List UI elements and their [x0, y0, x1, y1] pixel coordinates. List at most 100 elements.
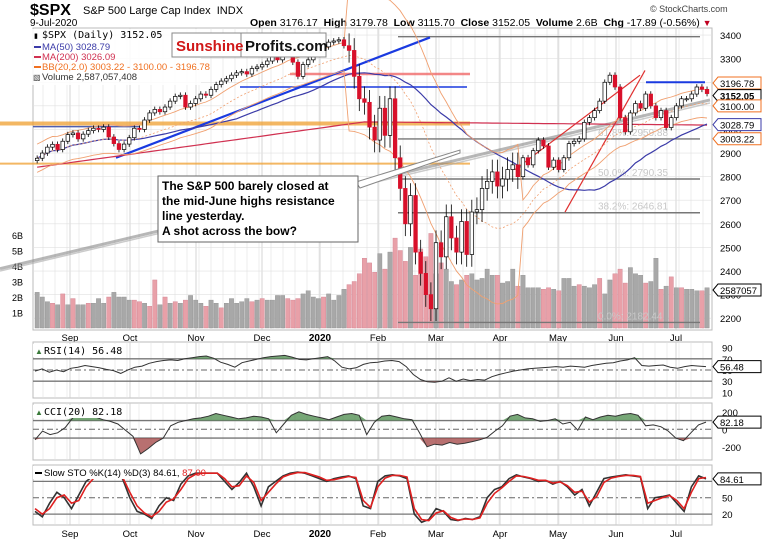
candle-body	[643, 93, 648, 109]
rsi-legend: ▲ RSI(14) 56.48	[33, 344, 122, 357]
volume-bar	[147, 306, 153, 329]
volume-bar	[280, 295, 286, 329]
volume-bar	[321, 296, 326, 329]
candle-body	[157, 109, 163, 113]
volume-y-tick: 1B	[12, 309, 23, 319]
down-arrow-icon: ▼	[702, 18, 712, 28]
volume-bar	[116, 296, 122, 329]
watermark-part1: Sunshine	[176, 38, 244, 55]
sto-x-tick: Dec	[254, 529, 271, 540]
candle-body	[479, 188, 485, 211]
candle-body	[70, 132, 76, 135]
sto-line-d	[34, 471, 707, 522]
volume-bar	[96, 298, 101, 329]
candle-body	[546, 145, 551, 168]
candle-body	[193, 98, 198, 104]
volume-bar	[346, 284, 352, 329]
volume-bar	[408, 247, 413, 329]
candle-body	[433, 242, 439, 310]
volume-bar	[356, 273, 362, 329]
close-value: 3152.05	[492, 17, 531, 29]
candle-body	[566, 143, 572, 159]
volume-bar	[515, 285, 521, 329]
ma200-swatch	[34, 56, 41, 58]
volume-bar	[331, 299, 337, 329]
volume-bar	[218, 307, 224, 329]
sto-title-k: Slow STO %K(14) %D(3) 84.61,	[44, 468, 180, 479]
volume-bar	[464, 275, 470, 329]
cci-tag: 82.18	[720, 418, 744, 429]
candle-body	[127, 137, 132, 145]
cci-overbought-fill	[35, 411, 706, 421]
candle-body	[500, 178, 505, 187]
rsi-y-tick: 10	[722, 388, 733, 399]
candle-body	[65, 134, 70, 142]
volume-bar	[454, 284, 459, 329]
volume-bar	[362, 258, 367, 329]
volume-bar	[627, 267, 633, 329]
volume-bar	[571, 285, 577, 329]
callout-line-4: A shot across the bow?	[162, 224, 297, 238]
volume-bar	[300, 293, 306, 329]
candle-body	[633, 103, 638, 114]
candle-body	[495, 171, 500, 187]
chg-value: -17.89 (-0.56%)	[626, 17, 700, 29]
candle-body	[474, 209, 480, 213]
candle-body	[571, 140, 577, 144]
cci-legend-bg	[33, 405, 118, 418]
callout-line-3: line yesterday.	[162, 209, 245, 223]
sto-tag: 84.61	[720, 475, 744, 486]
candle-body	[536, 139, 541, 152]
candle-body	[147, 112, 152, 121]
volume-value: 2.6B	[576, 17, 598, 29]
tag-volume: 2587057	[720, 286, 757, 297]
volume-bar	[270, 299, 275, 329]
candle-body	[188, 103, 193, 108]
watermark-part2: Profits.com	[245, 38, 328, 55]
volume-bar	[310, 296, 316, 329]
sto-title-d: 87.00	[182, 468, 206, 479]
candle-body	[203, 93, 209, 96]
main-x-tick: Oct	[123, 333, 138, 344]
rsi-legend-bg	[33, 344, 118, 357]
candle-body	[459, 221, 464, 253]
candle-body	[607, 74, 613, 83]
candle-body	[612, 74, 618, 88]
volume-y-tick: 5B	[12, 247, 23, 257]
volume-bar	[510, 268, 516, 329]
candle-body	[531, 150, 536, 166]
cci-y-tick: -200	[722, 443, 741, 454]
volume-y-tick: 2B	[12, 293, 23, 303]
callout-pointer	[355, 149, 461, 189]
candle-body	[162, 106, 168, 113]
candle-body	[663, 110, 669, 128]
tag-bb-mid: 3100.00	[720, 102, 754, 113]
candle-body	[137, 127, 142, 130]
candle-body	[648, 93, 653, 107]
candle-body	[50, 143, 55, 148]
volume-bar	[587, 287, 592, 329]
sto-k-swatch	[35, 472, 42, 474]
volume-bar	[239, 301, 245, 329]
high-label: High	[323, 17, 347, 29]
volume-bar	[449, 281, 454, 329]
volume-bar	[106, 296, 112, 329]
volume-bar	[443, 268, 449, 329]
legend-price: $SPX (Daily) 3152.05	[42, 30, 162, 41]
volume-bar	[65, 304, 71, 329]
main-x-tick: Nov	[188, 333, 205, 344]
fib-label: 61.8%: 2959.88	[598, 128, 668, 139]
volume-bar	[137, 301, 142, 329]
candle-body	[331, 40, 336, 43]
bb-middle-line	[36, 55, 708, 229]
sto-x-tick: May	[549, 529, 567, 540]
volume-bar	[617, 268, 623, 329]
volume-bar	[39, 296, 45, 329]
volume-bar	[234, 303, 239, 329]
volume-bar	[295, 298, 301, 329]
candle-body	[75, 132, 81, 140]
volume-bar	[546, 287, 551, 329]
candle-body	[167, 100, 173, 108]
volume-bar	[60, 293, 66, 329]
